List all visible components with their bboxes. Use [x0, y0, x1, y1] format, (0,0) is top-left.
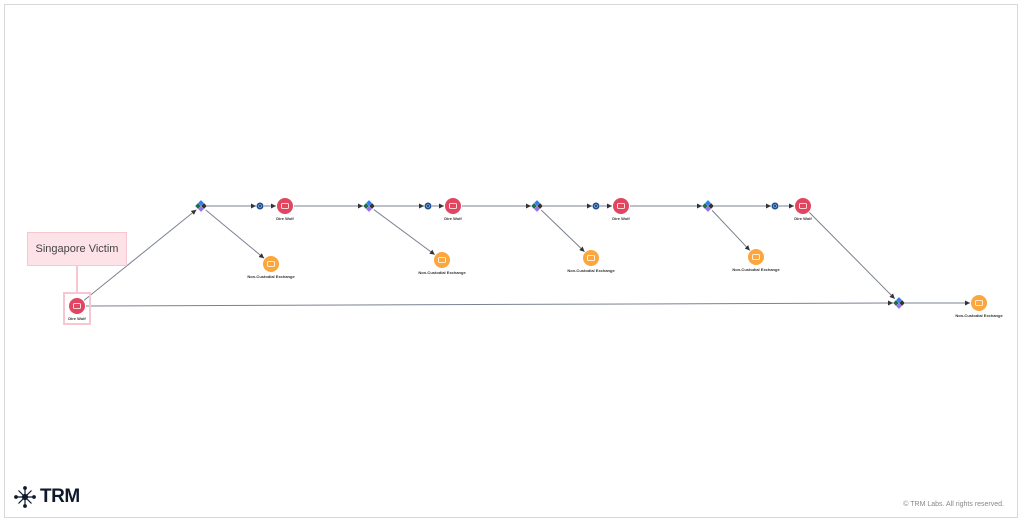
flow-edge	[205, 209, 265, 259]
hub-diamond-icon	[705, 206, 711, 212]
wallet-node-circle	[613, 198, 629, 214]
canvas-frame	[4, 4, 1018, 518]
wallet-node[interactable]: Dire Wolf	[276, 198, 294, 221]
hub-diamond-icon	[369, 203, 375, 209]
wallet-icon	[587, 255, 595, 261]
node-label: Dire Wolf	[276, 216, 294, 221]
wallet-node-circle	[445, 198, 461, 214]
victim-callout: Singapore Victim	[27, 232, 127, 266]
exchange-node[interactable]: Non-Custodial Exchange	[418, 252, 466, 275]
flow-edge	[711, 210, 751, 251]
node-label: Non-Custodial Exchange	[567, 268, 615, 273]
wallet-icon	[73, 303, 81, 309]
flow-edge	[83, 209, 197, 301]
exchange-node-circle	[748, 249, 764, 265]
swap-hub-node[interactable]	[363, 200, 375, 212]
hub-diamond-icon	[195, 203, 201, 209]
hub-diamond-icon	[896, 297, 902, 303]
bridge-node[interactable]	[771, 202, 779, 210]
wallet-icon	[438, 257, 446, 263]
hub-diamond-icon	[363, 203, 369, 209]
hub-diamond-icon	[534, 206, 540, 212]
logo-text: TRM	[40, 486, 80, 507]
hub-diamond-icon	[896, 303, 902, 309]
bridge-icon	[424, 202, 432, 210]
wallet-icon	[281, 203, 289, 209]
node-label: Non-Custodial Exchange	[418, 270, 466, 275]
exchange-node-circle	[263, 256, 279, 272]
hub-diamond-icon	[531, 203, 537, 209]
node-label: Non-Custodial Exchange	[732, 267, 780, 272]
bridge-node[interactable]	[424, 202, 432, 210]
wallet-icon	[975, 300, 983, 306]
bridge-node[interactable]	[256, 202, 264, 210]
swap-hub-node[interactable]	[702, 200, 714, 212]
hub-diamond-icon	[198, 206, 204, 212]
wallet-icon	[752, 254, 760, 260]
exchange-node-circle	[434, 252, 450, 268]
hub-diamond-icon	[899, 300, 905, 306]
swap-hub-node[interactable]	[195, 200, 207, 212]
hub-diamond-icon	[708, 203, 714, 209]
swap-hub-node[interactable]	[893, 297, 905, 309]
hub-diamond-icon	[534, 200, 540, 206]
flow-edge	[85, 300, 894, 307]
node-label: Dire Wolf	[612, 216, 630, 221]
node-label: Dire Wolf	[68, 316, 86, 321]
wallet-icon	[617, 203, 625, 209]
hub-diamond-icon	[702, 203, 708, 209]
bridge-node[interactable]	[592, 202, 600, 210]
copyright: © TRM Labs. All rights reserved.	[903, 501, 1004, 508]
flow-edge	[808, 212, 896, 300]
wallet-node-circle	[795, 198, 811, 214]
victim-highlight	[63, 292, 91, 325]
wallet-node[interactable]: Dire Wolf	[444, 198, 462, 221]
hub-diamond-icon	[893, 300, 899, 306]
trm-logo: TRM	[14, 486, 80, 508]
hub-diamond-icon	[366, 206, 372, 212]
victim-wallet-node[interactable]: Dire Wolf	[68, 298, 86, 321]
exchange-node-circle	[583, 250, 599, 266]
node-label: Non-Custodial Exchange	[955, 313, 1003, 318]
bridge-icon	[256, 202, 264, 210]
hub-diamond-icon	[201, 203, 207, 209]
exchange-node[interactable]: Non-Custodial Exchange	[247, 256, 295, 279]
wallet-icon	[799, 203, 807, 209]
bridge-icon	[771, 202, 779, 210]
victim-wallet-node-circle	[69, 298, 85, 314]
hub-diamond-icon	[198, 200, 204, 206]
wallet-icon	[267, 261, 275, 267]
hub-diamond-icon	[366, 200, 372, 206]
wallet-node-circle	[277, 198, 293, 214]
swap-hub-node[interactable]	[531, 200, 543, 212]
exchange-node[interactable]: Non-Custodial Exchange	[732, 249, 780, 272]
bridge-icon	[592, 202, 600, 210]
exchange-node[interactable]: Non-Custodial Exchange	[955, 295, 1003, 318]
flow-edge	[540, 209, 585, 253]
wallet-node[interactable]: Dire Wolf	[794, 198, 812, 221]
hub-diamond-icon	[705, 200, 711, 206]
flow-edge	[373, 209, 436, 256]
wallet-node[interactable]: Dire Wolf	[612, 198, 630, 221]
node-label: Non-Custodial Exchange	[247, 274, 295, 279]
hub-diamond-icon	[537, 203, 543, 209]
exchange-node[interactable]: Non-Custodial Exchange	[567, 250, 615, 273]
node-label: Dire Wolf	[444, 216, 462, 221]
wallet-icon	[449, 203, 457, 209]
trm-logo-icon	[14, 486, 36, 508]
exchange-node-circle	[971, 295, 987, 311]
node-label: Dire Wolf	[794, 216, 812, 221]
